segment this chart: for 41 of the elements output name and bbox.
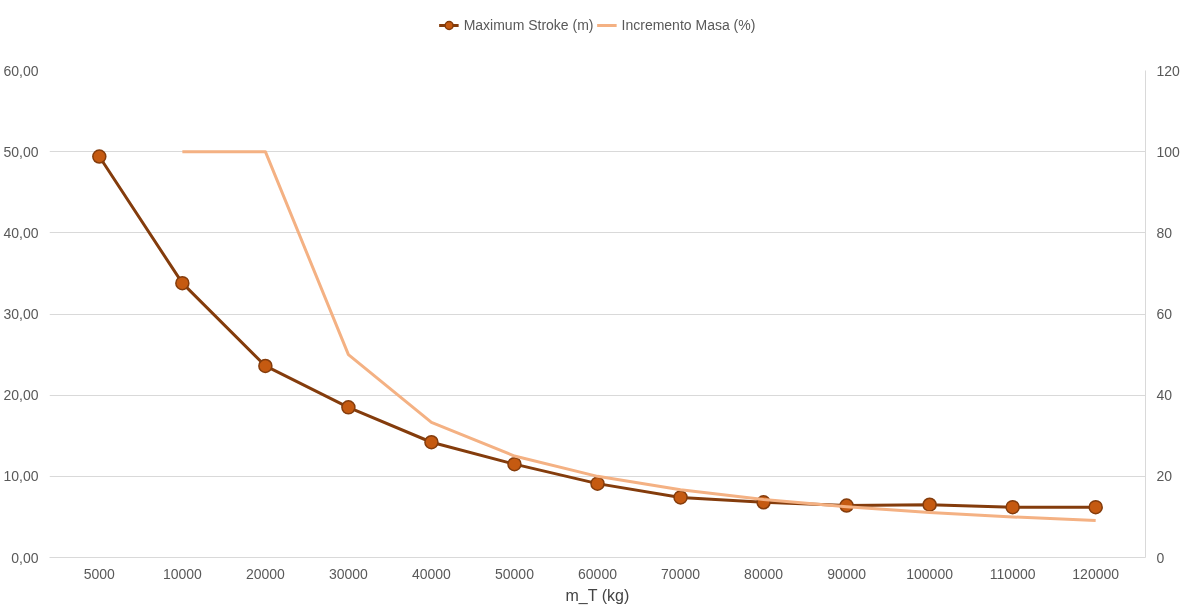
point [590, 476, 605, 491]
x-tick-label: 100000 [906, 565, 954, 582]
x-axis-title: m_T (kg) [565, 586, 630, 605]
point [922, 497, 937, 512]
y2-tick-label: 80 [1156, 224, 1173, 241]
y2-tick-label: 40 [1156, 387, 1173, 404]
x-tick-label: 50000 [495, 565, 535, 582]
y2-tick-label: 20 [1156, 468, 1173, 485]
point [175, 275, 190, 291]
point [258, 358, 273, 374]
y-tick-label: 50,00 [3, 143, 39, 160]
point [341, 400, 356, 415]
x-tick-label: 110000 [989, 565, 1036, 582]
x-tick-label: 120000 [1072, 565, 1120, 582]
y-tick-label: 30,00 [3, 306, 39, 322]
y2-tick-label: 0 [1156, 549, 1165, 566]
y2-tick-label: 120 [1156, 62, 1181, 79]
x-tick-label: 5000 [83, 565, 116, 582]
x-tick-label: 20000 [245, 565, 286, 582]
x-tick-label: 40000 [411, 565, 452, 582]
point [1088, 499, 1103, 515]
x-tick-label: 60000 [578, 565, 618, 582]
legend-label: Maximum Stroke (m) [463, 17, 594, 33]
x-tick-label: 90000 [827, 565, 867, 582]
y-tick-label: 10,00 [3, 468, 39, 485]
y-tick-label: 0,00 [11, 549, 39, 566]
point [673, 490, 688, 505]
x-tick-label: 80000 [744, 565, 784, 582]
y2-tick-label: 100 [1156, 143, 1181, 160]
x-tick-label: 70000 [661, 565, 701, 582]
point [424, 435, 439, 450]
legend-label: Incremento Masa (%) [621, 17, 756, 33]
point [507, 456, 522, 472]
x-tick-label: 30000 [328, 565, 369, 582]
point [1005, 499, 1020, 515]
y-tick-label: 20,00 [3, 387, 39, 404]
y-tick-label: 60,00 [3, 62, 39, 79]
y-tick-label: 40,00 [3, 224, 39, 241]
point [92, 149, 107, 164]
y2-tick-label: 60 [1156, 306, 1173, 322]
x-tick-label: 10000 [162, 565, 203, 582]
